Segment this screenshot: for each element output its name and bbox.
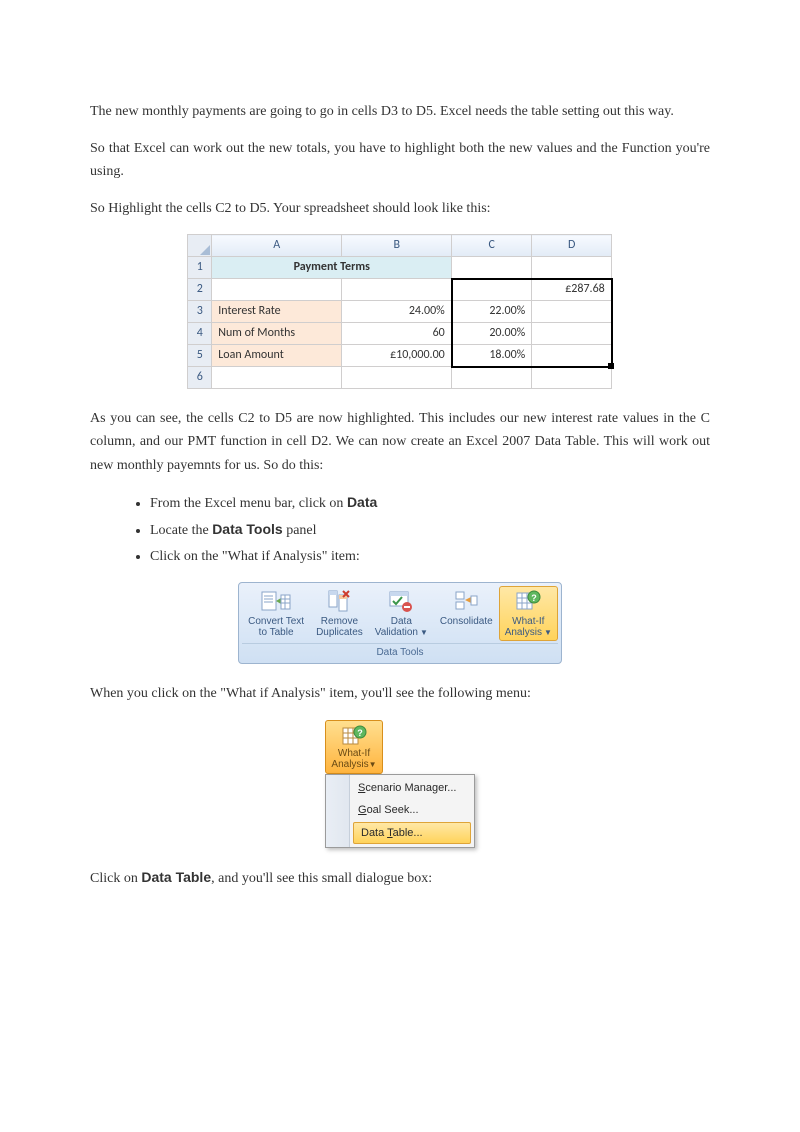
- whatif-dropdown-menu: Scenario Manager... Goal Seek... Data Ta…: [325, 774, 475, 848]
- ribbon-label: Convert Text: [248, 616, 304, 628]
- convert-text-icon: [261, 589, 291, 613]
- cell-c5[interactable]: 18.00%: [452, 345, 532, 367]
- cell-c3[interactable]: 22.00%: [452, 301, 532, 323]
- cell-a5[interactable]: Loan Amount: [212, 345, 342, 367]
- svg-text:?: ?: [357, 728, 363, 738]
- text: From the Excel menu bar, click on: [150, 496, 347, 511]
- paragraph: When you click on the "What if Analysis"…: [90, 682, 710, 705]
- dropdown-arrow-icon: ▼: [544, 628, 552, 637]
- cell-b3[interactable]: 24.00%: [342, 301, 452, 323]
- consolidate-button[interactable]: Consolidate: [434, 586, 499, 641]
- col-header-b[interactable]: B: [342, 235, 452, 257]
- cell-c2[interactable]: [452, 279, 532, 301]
- what-if-analysis-button-pressed[interactable]: ? What-If Analysis▼: [325, 720, 383, 774]
- whatif-icon: ?: [515, 589, 541, 613]
- whatif-icon: ?: [341, 724, 367, 748]
- paragraph: Click on Data Table, and you'll see this…: [90, 866, 710, 890]
- row-header-1[interactable]: 1: [188, 257, 212, 279]
- cell-b4[interactable]: 60: [342, 323, 452, 345]
- ribbon-label: [465, 627, 468, 639]
- ribbon-label: Data: [391, 616, 412, 628]
- ribbon-group-caption: Data Tools: [242, 643, 558, 663]
- list-item: Click on the "What if Analysis" item:: [150, 545, 710, 568]
- excel-grid: A B C D 1 Payment Terms 2 £287.68 3 Inte…: [187, 234, 613, 389]
- cell[interactable]: [342, 279, 452, 301]
- cell-c4[interactable]: 20.00%: [452, 323, 532, 345]
- paragraph: As you can see, the cells C2 to D5 are n…: [90, 407, 710, 476]
- data-tools-ribbon-group: Convert Text to Table Remove Duplicates …: [238, 582, 562, 665]
- remove-duplicates-icon: [326, 589, 352, 613]
- cell[interactable]: [452, 257, 532, 279]
- ribbon-figure: Convert Text to Table Remove Duplicates …: [90, 582, 710, 665]
- list-item: From the Excel menu bar, click on Data: [150, 491, 710, 515]
- row-header-5[interactable]: 5: [188, 345, 212, 367]
- cell-a4[interactable]: Num of Months: [212, 323, 342, 345]
- remove-duplicates-button[interactable]: Remove Duplicates: [310, 586, 369, 641]
- row-header-6[interactable]: 6: [188, 367, 212, 389]
- text: , and you'll see this small dialogue box…: [211, 871, 432, 886]
- data-validation-icon: [388, 589, 414, 613]
- col-header-c[interactable]: C: [452, 235, 532, 257]
- dropdown-arrow-icon: ▼: [369, 760, 377, 769]
- cell-d2[interactable]: £287.68: [532, 279, 612, 301]
- select-all-corner[interactable]: [188, 235, 212, 257]
- svg-text:?: ?: [532, 593, 538, 603]
- ribbon-label: Validation▼: [375, 627, 428, 639]
- row-header-4[interactable]: 4: [188, 323, 212, 345]
- paragraph: The new monthly payments are going to go…: [90, 100, 710, 123]
- cell[interactable]: [532, 257, 612, 279]
- whatif-menu-figure: ? What-If Analysis▼ Scenario Manager... …: [90, 720, 710, 848]
- menu-item-goal-seek[interactable]: Goal Seek...: [350, 799, 474, 821]
- cell-d5[interactable]: [532, 345, 612, 367]
- text: Locate the: [150, 523, 212, 538]
- menu-item-scenario-manager[interactable]: Scenario Manager...: [350, 777, 474, 799]
- text-bold: Data: [347, 494, 377, 510]
- consolidate-icon: [453, 589, 479, 613]
- cell[interactable]: [212, 367, 342, 389]
- cell[interactable]: [212, 279, 342, 301]
- menu-item-data-table[interactable]: Data Table...: [353, 822, 471, 844]
- convert-text-to-table-button[interactable]: Convert Text to Table: [242, 586, 310, 641]
- ribbon-label: What-If: [338, 748, 370, 760]
- instruction-list: From the Excel menu bar, click on Data L…: [150, 491, 710, 568]
- cell-d3[interactable]: [532, 301, 612, 323]
- text-bold: Data Tools: [212, 521, 283, 537]
- ribbon-label: Consolidate: [440, 616, 493, 628]
- ribbon-label: Duplicates: [316, 627, 363, 639]
- spreadsheet-figure: A B C D 1 Payment Terms 2 £287.68 3 Inte…: [90, 234, 710, 389]
- dropdown-arrow-icon: ▼: [420, 628, 428, 637]
- cell-d4[interactable]: [532, 323, 612, 345]
- ribbon-label: What-If: [512, 616, 544, 628]
- cell[interactable]: [532, 367, 612, 389]
- ribbon-label: Analysis▼: [331, 759, 376, 771]
- paragraph: So Highlight the cells C2 to D5. Your sp…: [90, 197, 710, 220]
- row-header-2[interactable]: 2: [188, 279, 212, 301]
- list-item: Locate the Data Tools panel: [150, 518, 710, 542]
- text: Click on: [90, 871, 141, 886]
- cell-a3[interactable]: Interest Rate: [212, 301, 342, 323]
- ribbon-label: Analysis▼: [505, 627, 552, 639]
- cell-b5[interactable]: £10,000.00: [342, 345, 452, 367]
- ribbon-label: to Table: [259, 627, 294, 639]
- what-if-analysis-button[interactable]: ? What-If Analysis▼: [499, 586, 558, 641]
- cell[interactable]: [452, 367, 532, 389]
- text-bold: Data Table: [141, 869, 211, 885]
- data-validation-button[interactable]: Data Validation▼: [369, 586, 434, 641]
- row-header-3[interactable]: 3: [188, 301, 212, 323]
- text: panel: [283, 523, 317, 538]
- cell[interactable]: [342, 367, 452, 389]
- ribbon-label: Remove: [321, 616, 358, 628]
- col-header-d[interactable]: D: [532, 235, 612, 257]
- col-header-a[interactable]: A: [212, 235, 342, 257]
- menu-gutter: [326, 775, 350, 847]
- cell-payment-terms[interactable]: Payment Terms: [212, 257, 452, 279]
- paragraph: So that Excel can work out the new total…: [90, 137, 710, 183]
